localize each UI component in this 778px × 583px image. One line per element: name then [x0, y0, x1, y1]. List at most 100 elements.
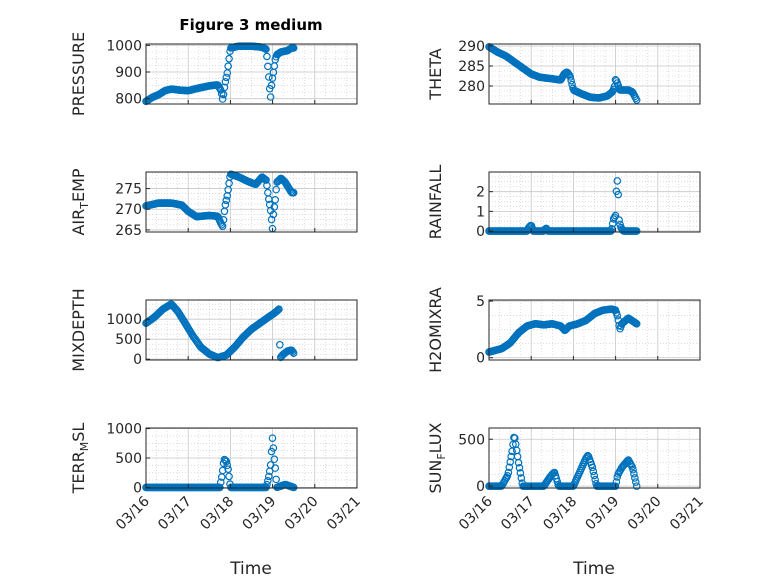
- data-point: [566, 73, 575, 81]
- axes-box: [488, 299, 701, 361]
- y-axis-label: AIRTEMP: [69, 168, 91, 235]
- data-point: [630, 470, 638, 478]
- data-point: [267, 215, 276, 224]
- data-point: [267, 81, 276, 90]
- data-point: [506, 458, 515, 466]
- y-tick-label: 0: [476, 224, 485, 240]
- data-point: [611, 482, 620, 490]
- data-point: [289, 44, 298, 52]
- y-tick-label: 500: [115, 451, 142, 467]
- data-point: [225, 54, 233, 63]
- y-tick-label: 1000: [106, 38, 142, 54]
- data-point: [271, 196, 280, 204]
- axes-box: [488, 427, 701, 489]
- data-point: [567, 76, 575, 85]
- y-tick-label: 275: [115, 182, 142, 198]
- data-point: [260, 174, 268, 183]
- y-tick-label: 500: [458, 432, 485, 448]
- data-point: [583, 451, 592, 460]
- data-point: [289, 483, 298, 492]
- y-tick-label: 2: [476, 185, 485, 201]
- data-point: [264, 73, 273, 81]
- data-point: [590, 471, 599, 480]
- data-point: [616, 220, 624, 229]
- y-tick-label: 0: [133, 480, 142, 496]
- data-point: [615, 216, 623, 224]
- y-tick-label: 280: [458, 79, 485, 95]
- y-tick-label: 290: [458, 39, 485, 55]
- y-axis-label: MIXDEPTH: [69, 288, 88, 371]
- x-axis-label-right: Time: [572, 559, 615, 579]
- data-point: [505, 463, 514, 472]
- axes-box: [488, 43, 701, 105]
- data-point: [504, 468, 513, 477]
- y-tick-label: 500: [115, 332, 142, 348]
- data-point: [503, 472, 512, 480]
- data-point: [220, 83, 229, 92]
- y-axis-label: TERRMSL: [69, 423, 91, 495]
- y-axis-label: H2OMIXRA: [426, 287, 445, 373]
- data-point: [263, 181, 271, 190]
- subplot-middle-left-1: 265 270 275 AIRTEMP: [69, 168, 358, 239]
- data-point: [270, 203, 279, 211]
- axes-box: [145, 43, 358, 105]
- axes-box: [145, 171, 358, 233]
- data-point: [276, 340, 284, 349]
- y-tick-label: 285: [458, 59, 485, 75]
- data-point: [263, 52, 271, 61]
- data-point: [515, 464, 524, 472]
- data-point: [273, 307, 281, 315]
- subplot-top-right: 280 285 290 THETA: [426, 39, 701, 105]
- data-point: [514, 458, 523, 467]
- y-tick-label: 1000: [106, 422, 142, 438]
- y-tick-label: 0: [133, 352, 142, 368]
- data-point: [262, 176, 270, 184]
- data-point: [272, 475, 280, 484]
- data-point: [275, 305, 283, 314]
- data-point: [222, 457, 231, 466]
- y-tick-label: 0: [476, 479, 485, 495]
- data-point: [631, 478, 640, 486]
- data-point: [221, 201, 230, 209]
- subplot-middle-right-1: 0 1 2 RAINFALL: [426, 165, 701, 240]
- data-point: [272, 185, 280, 194]
- data-point: [588, 463, 597, 472]
- y-tick-label: 1: [476, 204, 485, 220]
- data-point: [613, 311, 622, 320]
- subplot-middle-right-2: 0 5 H2OMIXRA: [426, 287, 701, 373]
- y-tick-label: 900: [115, 65, 142, 81]
- y-tick-label: 270: [115, 202, 142, 218]
- y-axis-label: RAINFALL: [426, 165, 445, 240]
- y-axis-label: THETA: [426, 48, 445, 100]
- data-point: [516, 469, 525, 477]
- data-point: [224, 62, 232, 71]
- data-point: [612, 478, 621, 486]
- data-point: [268, 434, 277, 442]
- figure-title: Figure 3 medium: [179, 16, 322, 34]
- data-point: [628, 462, 636, 471]
- y-tick-label: 800: [115, 92, 142, 108]
- data-point: [517, 474, 526, 482]
- data-point: [218, 95, 227, 103]
- axes-box: [488, 171, 701, 233]
- data-point: [274, 306, 282, 314]
- data-point: [632, 227, 641, 235]
- data-point: [222, 73, 231, 82]
- data-point: [629, 465, 637, 474]
- subplot-middle-left-2: 0 500 1000 MIXDEPTH: [69, 288, 358, 372]
- subplot-top-left: 800 900 1000 PRESSURE: [69, 32, 358, 116]
- data-point: [223, 461, 232, 470]
- data-point: [216, 483, 224, 492]
- data-point: [632, 96, 641, 104]
- y-tick-label: 5: [476, 294, 485, 310]
- data-point: [611, 211, 620, 220]
- y-tick-label: 0: [476, 351, 485, 367]
- y-tick-label: 1000: [106, 312, 142, 328]
- data-point: [220, 455, 229, 464]
- data-point: [632, 319, 641, 328]
- data-point: [219, 90, 228, 99]
- data-point: [266, 93, 275, 101]
- x-axis-label-left: Time: [229, 559, 272, 579]
